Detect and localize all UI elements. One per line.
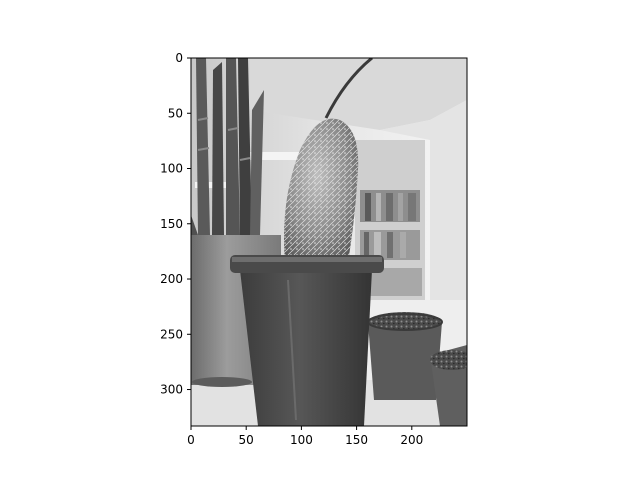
x-tick-label: 100 <box>290 433 313 447</box>
x-tick-label: 150 <box>345 433 368 447</box>
x-tick-label: 200 <box>400 433 423 447</box>
x-tick-label: 0 <box>187 433 195 447</box>
y-tick-label: 100 <box>160 162 183 176</box>
y-tick-label: 200 <box>160 272 183 286</box>
y-tick-label: 50 <box>168 106 183 120</box>
y-tick-label: 150 <box>160 217 183 231</box>
x-tick-label: 50 <box>239 433 254 447</box>
y-axis: 0 50 100 150 200 250 300 <box>160 51 191 397</box>
y-tick-label: 300 <box>160 383 183 397</box>
axes-frame <box>190 57 468 427</box>
x-axis: 0 50 100 150 200 <box>187 426 423 447</box>
grayscale-photo-image <box>191 58 467 426</box>
y-tick-label: 250 <box>160 327 183 341</box>
y-tick-label: 0 <box>175 51 183 65</box>
